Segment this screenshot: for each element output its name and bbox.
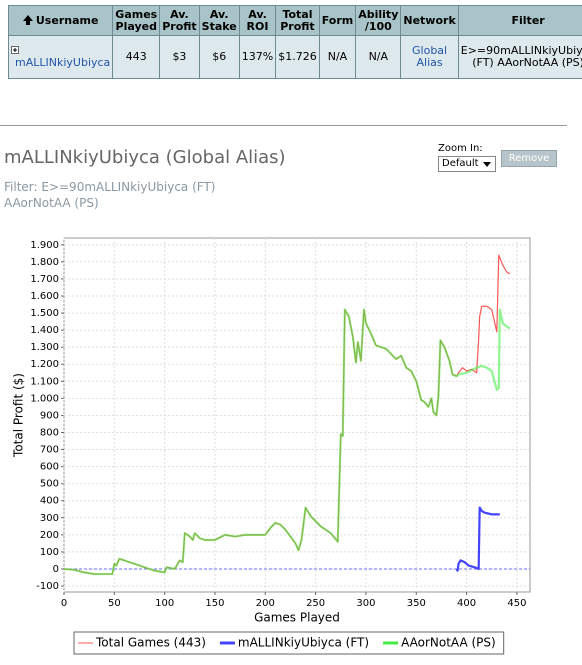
x-tick-label: 350: [407, 598, 426, 609]
zoom-label: Zoom In:: [438, 143, 483, 154]
y-tick-label: 800: [40, 427, 59, 438]
header-username[interactable]: Username: [7, 5, 114, 36]
legend: Total Games (443) mALLINkiyUbiyca (FT) AAo…: [73, 631, 505, 655]
remove-button[interactable]: Remove: [501, 150, 557, 167]
y-tick-label: 1.000: [30, 393, 59, 404]
legend-label: mALLINkiyUbiyca (FT): [238, 636, 369, 650]
x-tick-label: 400: [457, 598, 476, 609]
chart: -10001002003004005006007008009001.0001.1…: [12, 237, 531, 655]
x-tick-label: 150: [205, 598, 224, 609]
y-tick-label: 1.900: [30, 240, 59, 251]
header-text: Username: [35, 13, 99, 27]
header-cell[interactable]: Ability /100: [355, 5, 402, 36]
y-tick-label: 1.700: [30, 274, 59, 285]
x-tick-label: 50: [108, 598, 121, 609]
cell: $3: [159, 35, 200, 79]
username-link[interactable]: mALLINkiyUbiyca: [15, 55, 111, 69]
y-tick-label: 300: [40, 513, 59, 524]
dropdown-arrow: [483, 162, 491, 167]
y-tick-label: 1.300: [30, 342, 59, 353]
header-cell[interactable]: Games Played: [112, 5, 161, 36]
x-tick-label: 250: [306, 598, 325, 609]
header-row: Username Games Played Av. Profit Av. Sta…: [7, 5, 582, 36]
header-cell[interactable]: Total Profit: [275, 5, 320, 36]
network-link[interactable]: Global Alias: [400, 35, 459, 79]
data-row: mALLINkiyUbiyca 443 $3 $6 137% $1.726 N/…: [7, 35, 582, 79]
cell: 443: [112, 35, 161, 79]
y-tick-label: 500: [40, 479, 59, 490]
header-cell[interactable]: Av. Profit: [159, 5, 200, 36]
y-tick-label: -100: [36, 581, 59, 592]
y-tick-label: 900: [40, 410, 59, 421]
y-tick-label: 100: [40, 547, 59, 558]
stats-table: Username Games Played Av. Profit Av. Sta…: [7, 5, 582, 79]
y-tick-label: 1.500: [30, 308, 59, 319]
y-tick-label: 600: [40, 462, 59, 473]
series-line: [455, 506, 500, 572]
header-cell[interactable]: Av. Stake: [198, 5, 240, 36]
legend-label: Total Games (443): [95, 636, 206, 650]
x-tick-label: 200: [256, 598, 275, 609]
header-cell[interactable]: Form: [318, 5, 357, 36]
x-tick-label: 0: [61, 598, 67, 609]
chart-title: mALLINkiyUbiyca (Global Alias): [4, 147, 286, 168]
y-tick-label: 1.200: [30, 359, 59, 370]
divider: [0, 125, 567, 126]
x-tick-label: 300: [356, 598, 375, 609]
zoom-select[interactable]: Default: [438, 156, 496, 172]
cell: 137%: [238, 35, 277, 79]
y-tick-label: 1.600: [30, 291, 59, 302]
filter-text: Filter: E>=90mALLINkiyUbiyca (FT) AAorNo…: [4, 180, 216, 210]
header-cell[interactable]: Av. ROI: [238, 5, 277, 36]
zoom-value: Default: [442, 158, 479, 169]
sort-arrow: [22, 14, 33, 25]
series-line: [63, 308, 511, 576]
legend-box: [73, 631, 505, 655]
y-tick-label: 1.100: [30, 376, 59, 387]
y-tick-label: 400: [40, 496, 59, 507]
cell: $1.726: [275, 35, 320, 79]
header-cell[interactable]: Network: [400, 5, 459, 36]
y-tick-label: 1.800: [30, 257, 59, 268]
header-cell[interactable]: Filter: [457, 5, 582, 36]
cell: N/A: [318, 35, 357, 79]
y-tick-label: 0: [53, 564, 59, 575]
y-tick-label: 1.400: [30, 325, 59, 336]
y-tick-label: 700: [40, 445, 59, 456]
x-tick-label: 450: [507, 598, 526, 609]
cell: N/A: [355, 35, 402, 79]
x-axis-label: Games Played: [254, 611, 340, 625]
expand-icon[interactable]: [11, 45, 19, 54]
username-cell: mALLINkiyUbiyca: [7, 35, 114, 79]
y-axis-label: Total Profit ($): [12, 373, 26, 458]
cell: E>=90mALLINkiyUbiyca (FT) AAorNotAA (PS): [457, 35, 582, 79]
legend-label: AAorNotAA (PS): [401, 636, 496, 650]
x-tick-label: 100: [155, 598, 174, 609]
cell: $6: [198, 35, 240, 79]
y-tick-label: 200: [40, 530, 59, 541]
